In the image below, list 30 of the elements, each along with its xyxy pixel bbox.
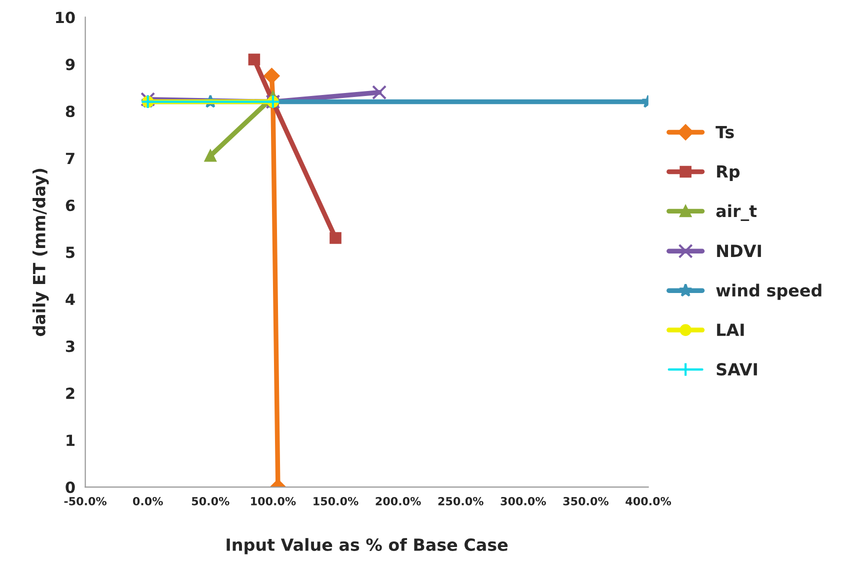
y-tick-label: 1 [66, 434, 75, 446]
y-tick-label: 9 [66, 58, 75, 70]
legend-label: NDVI [717, 244, 761, 257]
y-tick-label: 8 [66, 106, 75, 118]
y-tick-label: 10 [56, 12, 75, 24]
x-tick-label: 250.0% [438, 496, 484, 506]
x-tick-label: 200.0% [376, 496, 421, 506]
y-tick-label: 2 [66, 388, 74, 399]
x-tick-label: 350.0% [563, 496, 609, 506]
y-tick-label: 3 [66, 340, 74, 352]
y-tick-label: 7 [66, 152, 74, 164]
x-tick-label: -50.0% [64, 496, 107, 506]
x-tick-label: 0.0% [132, 496, 163, 506]
x-tick-label: 400.0% [626, 496, 672, 506]
y-tick-label: 5 [66, 246, 75, 258]
legend-label: LAI [717, 324, 744, 336]
y-axis-title: daily ET (mm/day) [32, 168, 49, 336]
x-tick-label: 50.0% [192, 496, 230, 506]
legend-label: Ts [716, 126, 734, 138]
x-tick-label: 100.0% [251, 496, 296, 506]
y-tick-label: 0 [66, 482, 75, 494]
x-tick-label: 300.0% [500, 496, 546, 506]
x-axis-title: Input Value as % of Base Case [226, 538, 508, 554]
legend-label: SAVI [716, 362, 757, 376]
x-tick-label: 150.0% [314, 496, 358, 506]
legend-label: air_t [716, 204, 757, 221]
legend-label: wind speed [716, 284, 822, 300]
y-tick-label: 4 [66, 294, 75, 305]
legend-label: Rp [717, 165, 740, 182]
y-tick-label: 6 [66, 200, 75, 212]
